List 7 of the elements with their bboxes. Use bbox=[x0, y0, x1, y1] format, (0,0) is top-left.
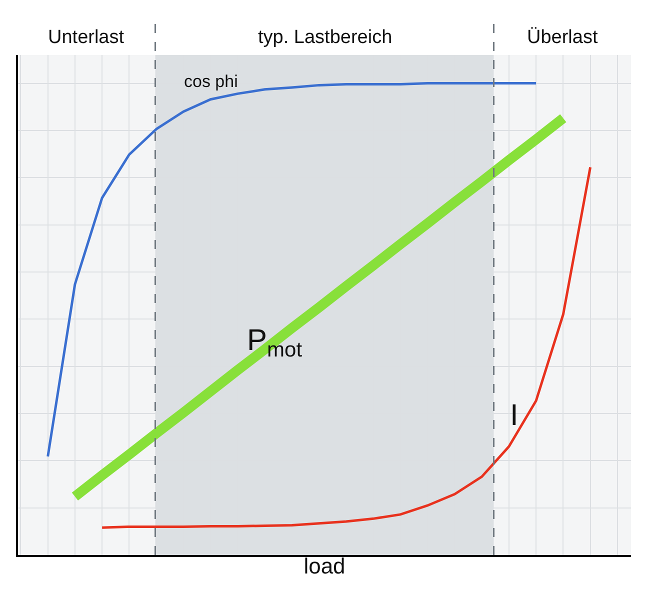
series-label: P$_{mot}$ bbox=[247, 324, 302, 362]
x-axis-title: load bbox=[304, 553, 346, 578]
text: typ. Lastbereich bbox=[258, 27, 392, 48]
series-label: I bbox=[510, 399, 518, 432]
series-label: cos phi bbox=[184, 72, 238, 91]
text: Überlast bbox=[527, 27, 598, 48]
text: Unterlast bbox=[48, 27, 125, 48]
